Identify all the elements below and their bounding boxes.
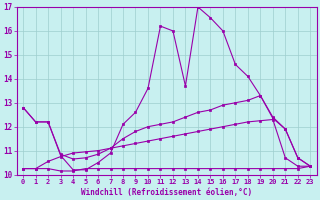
- X-axis label: Windchill (Refroidissement éolien,°C): Windchill (Refroidissement éolien,°C): [81, 188, 252, 197]
